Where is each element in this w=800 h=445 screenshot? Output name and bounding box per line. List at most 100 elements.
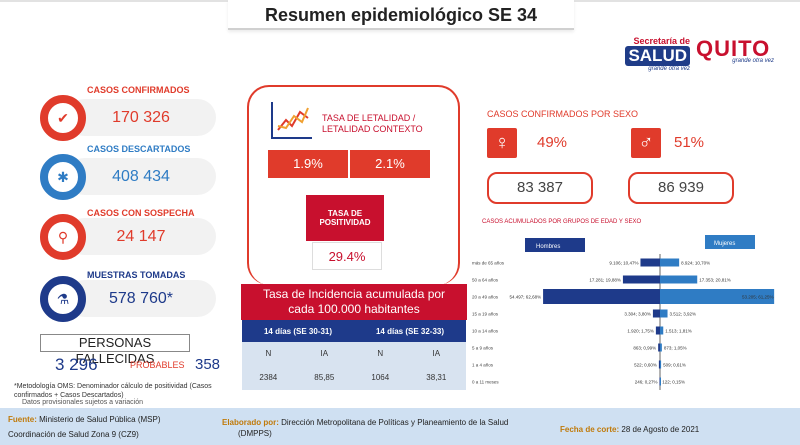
bar-mujeres: [660, 309, 668, 318]
bar-hombres-label: 863; 0,99%: [633, 346, 656, 351]
kpi-muestras-ring: ⚗: [40, 276, 86, 322]
trend-chart-icon: [271, 102, 312, 139]
bar-hombres: [659, 377, 661, 386]
kpi-sospecha-pill: 24 147: [66, 218, 216, 255]
page-title: Resumen epidemiológico SE 34: [264, 5, 538, 25]
incidencia-title-line1: Tasa de Incidencia acumulada por: [262, 287, 446, 301]
kpi-confirmados-ring: ✔: [40, 95, 86, 141]
incidencia-sub-ia1: IA: [294, 342, 354, 364]
bar-mujeres-label: 873; 1,05%: [664, 346, 687, 351]
salud-logo-main: SALUD: [625, 46, 690, 66]
footer-fuente-value: Ministerio de Salud Pública (MSP): [39, 415, 161, 424]
footer-fuente: Fuente: Ministerio de Salud Pública (MSP…: [8, 415, 161, 424]
age-category-label: 50 a 64 años: [472, 278, 499, 283]
female-icon: ♀: [487, 128, 517, 158]
bar-hombres-label: 522; 0,60%: [634, 363, 657, 368]
bar-mujeres-label: 122; 0,15%: [662, 380, 685, 385]
bar-mujeres: [660, 275, 698, 284]
tasa-panel: [247, 85, 460, 285]
legend-hombres-swatch: [525, 238, 585, 252]
kpi-muestras-value: 578 760*: [108, 290, 174, 307]
age-pyramid-chart: Hombres Mujeres más de 65 años 9.106; 10,47…: [472, 235, 775, 390]
tasa-title-line1: TASA DE LETALIDAD /: [322, 113, 416, 123]
bar-hombres-label: 9.106; 10,47%: [609, 261, 638, 266]
incidencia-value-row: 2384 85,85 1064 38,31: [242, 364, 466, 390]
incidencia-sub-ia2: IA: [406, 342, 466, 364]
incidencia-sub-row: N IA N IA: [242, 342, 466, 364]
footer-corte-label: Fecha de corte:: [560, 425, 620, 434]
virus-check-icon: ✔: [57, 110, 69, 126]
female-count: 83 387: [487, 172, 593, 204]
probables-value: 358: [195, 356, 221, 373]
legend-mujeres-swatch: [705, 235, 755, 249]
bar-hombres: [658, 360, 660, 369]
age-category-label: 10 a 14 años: [472, 329, 499, 334]
test-tube-icon: ⚗: [56, 291, 70, 307]
salud-logo-top: Secretaría de: [633, 36, 690, 46]
bar-hombres-label: 246; 0,27%: [635, 380, 658, 385]
bar-hombres-label: 1.920; 1,75%: [627, 329, 654, 334]
search-person-icon: ⚲: [57, 229, 69, 245]
kpi-sospecha-label: CASOS CON SOSPECHA: [87, 208, 195, 218]
positividad-header: TASA DE POSITIVIDAD: [306, 195, 384, 241]
bar-hombres: [652, 309, 660, 318]
bar-mujeres-label: 17.353; 20,81%: [699, 278, 731, 283]
incidencia-n2: 1064: [353, 364, 407, 390]
kpi-descartados-pill: 408 434: [66, 158, 216, 195]
tasa-title-line2: LETALIDAD CONTEXTO: [322, 124, 423, 134]
incidencia-col2: 14 días (SE 32-33): [353, 320, 466, 342]
title-divider-left: [0, 0, 228, 2]
incidencia-col1: 14 días (SE 30-31): [242, 320, 354, 342]
incidencia-ia2: 38,31: [406, 364, 466, 390]
bar-hombres: [658, 343, 660, 352]
incidencia-n1: 2384: [242, 364, 295, 390]
bar-mujeres: [660, 258, 680, 267]
age-category-label: 1 a 4 años: [472, 363, 494, 368]
probables-label: PROBABLES: [130, 360, 185, 370]
kpi-muestras-pill: 578 760*: [66, 280, 216, 317]
footer-coordinacion: Coordinación de Salud Zona 9 (CZ9): [8, 430, 139, 439]
bar-mujeres: [660, 360, 662, 369]
bar-mujeres-label: 509; 0,61%: [663, 363, 686, 368]
tasa-letalidad-title: TASA DE LETALIDAD / LETALIDAD CONTEXTO: [322, 113, 423, 135]
bar-hombres: [543, 289, 660, 304]
age-chart-title: CASOS ACUMULADOS POR GRUPOS DE EDAD Y SE…: [482, 219, 642, 225]
kpi-descartados-value: 408 434: [112, 168, 170, 185]
incidencia-title-line2: cada 100.000 habitantes: [288, 302, 420, 316]
salud-logo: Secretaría de SALUD grande otra vez: [618, 36, 690, 74]
bar-mujeres-label: 53.205; 61,25%: [742, 295, 774, 300]
bar-hombres-label: 3.304; 3,80%: [624, 312, 651, 317]
provisional-note: Datos provisionales sujetos a variación: [22, 399, 144, 406]
male-icon: ♂: [631, 128, 661, 158]
quito-logo-tag: grande otra vez: [732, 58, 774, 64]
bar-mujeres: [660, 343, 662, 352]
title-divider-right: [574, 0, 800, 2]
footer-elaborado-value: Dirección Metropolitana de Políticas y P…: [281, 418, 509, 427]
footer-elaborado-acronym: (DMPPS): [238, 429, 272, 438]
positividad-line2: POSITIVIDAD: [319, 218, 371, 227]
bar-mujeres-label: 3.512; 3,92%: [670, 312, 697, 317]
footer-corte: Fecha de corte: 28 de Agosto de 2021: [560, 425, 699, 434]
bar-mujeres: [660, 326, 664, 335]
footer: Fuente: Ministerio de Salud Pública (MSP…: [0, 408, 800, 445]
incidencia-sub-n2: N: [353, 342, 407, 364]
quito-logo-text: QUITO: [696, 36, 771, 61]
kpi-sospecha-value: 24 147: [116, 228, 166, 245]
bar-hombres-label: 17.281; 19,88%: [589, 278, 621, 283]
bar-hombres: [622, 275, 660, 284]
bar-hombres-label: 54.497; 62,68%: [510, 295, 542, 300]
fallecidos-value: 3 296: [55, 355, 98, 374]
quito-logo: QUITO grande otra vez: [696, 36, 774, 74]
age-category-label: 5 a 9 años: [472, 346, 494, 351]
letalidad-contexto-value: 2.1%: [350, 150, 430, 178]
female-pct: 49%: [537, 134, 568, 151]
age-category-label: 20 a 49 años: [472, 295, 499, 300]
footer-elaborado: Elaborado por: Dirección Metropolitana d…: [222, 418, 508, 427]
age-category-label: 0 a 11 meses: [472, 380, 499, 385]
page-title-bar: Resumen epidemiológico SE 34: [228, 0, 574, 30]
incidencia-table: 14 días (SE 30-31) 14 días (SE 32-33) N …: [242, 320, 466, 390]
male-pct: 51%: [674, 134, 705, 151]
footer-fuente-label: Fuente:: [8, 415, 37, 424]
positividad-line1: TASA DE: [327, 209, 363, 218]
bar-mujeres-label: 8.924; 10,70%: [681, 261, 710, 266]
